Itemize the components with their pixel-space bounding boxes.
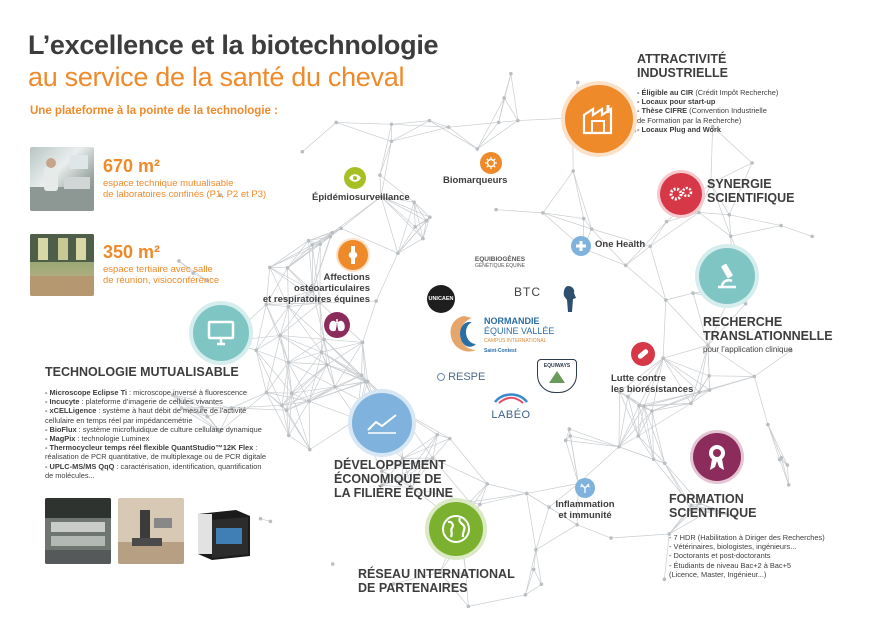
technologie-list: - Microscope Eclipse Ti : microscope inv… [45,388,267,480]
eye-surveillance-icon [344,167,366,189]
formation-list: - 7 HDR (Habilitation à Diriger des Rech… [669,533,825,579]
pill-capsule-icon [631,342,655,366]
health-cross-icon [571,236,591,256]
developpement-heading: DÉVELOPPEMENT ÉCONOMIQUE DE LA FILIÈRE É… [334,458,453,500]
growth-chart-icon [352,393,412,453]
topic-epidemiosurveillance: Épidémiosurveillance [312,192,410,203]
partners-logo-circle [402,236,602,438]
normandie-equine-vallee-logo: NORMANDIE ÉQUINE VALLÉE CAMPUS INTERNATI… [446,314,566,360]
equiways-logo: EQUIWAYS [537,359,577,393]
unicaen-logo: UNICAEN [427,285,455,313]
lab-photo [30,147,94,211]
page-subtitle: au service de la santé du cheval [28,62,405,92]
formation-heading: FORMATION SCIENTIFIQUE [669,492,757,520]
reseau-heading: RÉSEAU INTERNATIONAL DE PARTENAIRES [358,567,515,595]
btc-logo: BTC [514,285,541,299]
synergie-heading: SYNERGIE SCIENTIFIQUE [707,177,795,205]
topic-inflammation: Inflammation et immunité [555,499,615,521]
microscope-icon [699,248,755,304]
platform-intro: Une plateforme à la pointe de la technol… [30,105,278,117]
office-photo [30,234,94,296]
joint-bone-icon [338,240,368,270]
stat-desc-office: espace tertiaire avec salle de réunion, … [103,264,220,286]
topic-lutte-bioresistances: Lutte contre les biorésistances [611,373,694,395]
recherche-heading: RECHERCHE TRANSLATIONNELLE [703,315,833,343]
monitor-icon [193,305,249,361]
labeo-logo: LABÉO [491,391,531,431]
equipment-photo-lab-bench [45,498,111,564]
ribbon-award-icon [693,433,741,481]
respe-logo: RESPE [437,371,485,383]
topic-biomarqueurs: Biomarqueurs [443,175,508,186]
stat-value-technical: 670 m² [103,156,161,176]
lungs-icon [324,312,350,338]
attractivite-heading: ATTRACTIVITÉ INDUSTRIELLE [637,52,728,80]
biomarker-virus-icon [480,152,502,174]
industry-icon [565,85,633,153]
attractivite-list: - Éligible au CIR (Crédit Impôt Recherch… [637,88,779,134]
equipment-photo-microscope [118,498,184,564]
antibody-icon [575,478,595,498]
technologie-heading: TECHNOLOGIE MUTUALISABLE [45,365,239,379]
synergy-gears-icon [660,173,702,215]
topic-affections: Affections ostéoarticulaires et respirat… [262,272,370,305]
equipment-photo-pcr-machine [192,500,256,564]
globe-icon [429,502,483,556]
recherche-subtext: pour l’application clinique [703,345,793,354]
stat-value-office: 350 m² [103,242,161,262]
topic-one-health: One Health [595,239,646,250]
horse-silhouette-logo [560,284,580,314]
page-title: L’excellence et la biotechnologie [28,30,439,60]
stat-desc-technical: espace technique mutualisable de laborat… [103,178,267,200]
equibiogenes-logo: EQUIBIOGÈNES GÉNÉTIQUE ÉQUINE [474,256,526,269]
